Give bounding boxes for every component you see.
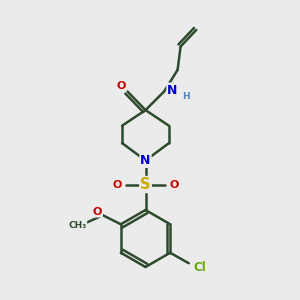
Text: N: N bbox=[167, 83, 178, 97]
Text: O: O bbox=[112, 179, 122, 190]
Text: O: O bbox=[116, 81, 126, 91]
Text: Cl: Cl bbox=[193, 261, 206, 274]
Text: CH₃: CH₃ bbox=[68, 221, 86, 230]
Text: O: O bbox=[169, 179, 179, 190]
Text: O: O bbox=[93, 207, 102, 217]
Text: H: H bbox=[182, 92, 190, 101]
Text: N: N bbox=[140, 154, 151, 167]
Text: S: S bbox=[140, 177, 151, 192]
